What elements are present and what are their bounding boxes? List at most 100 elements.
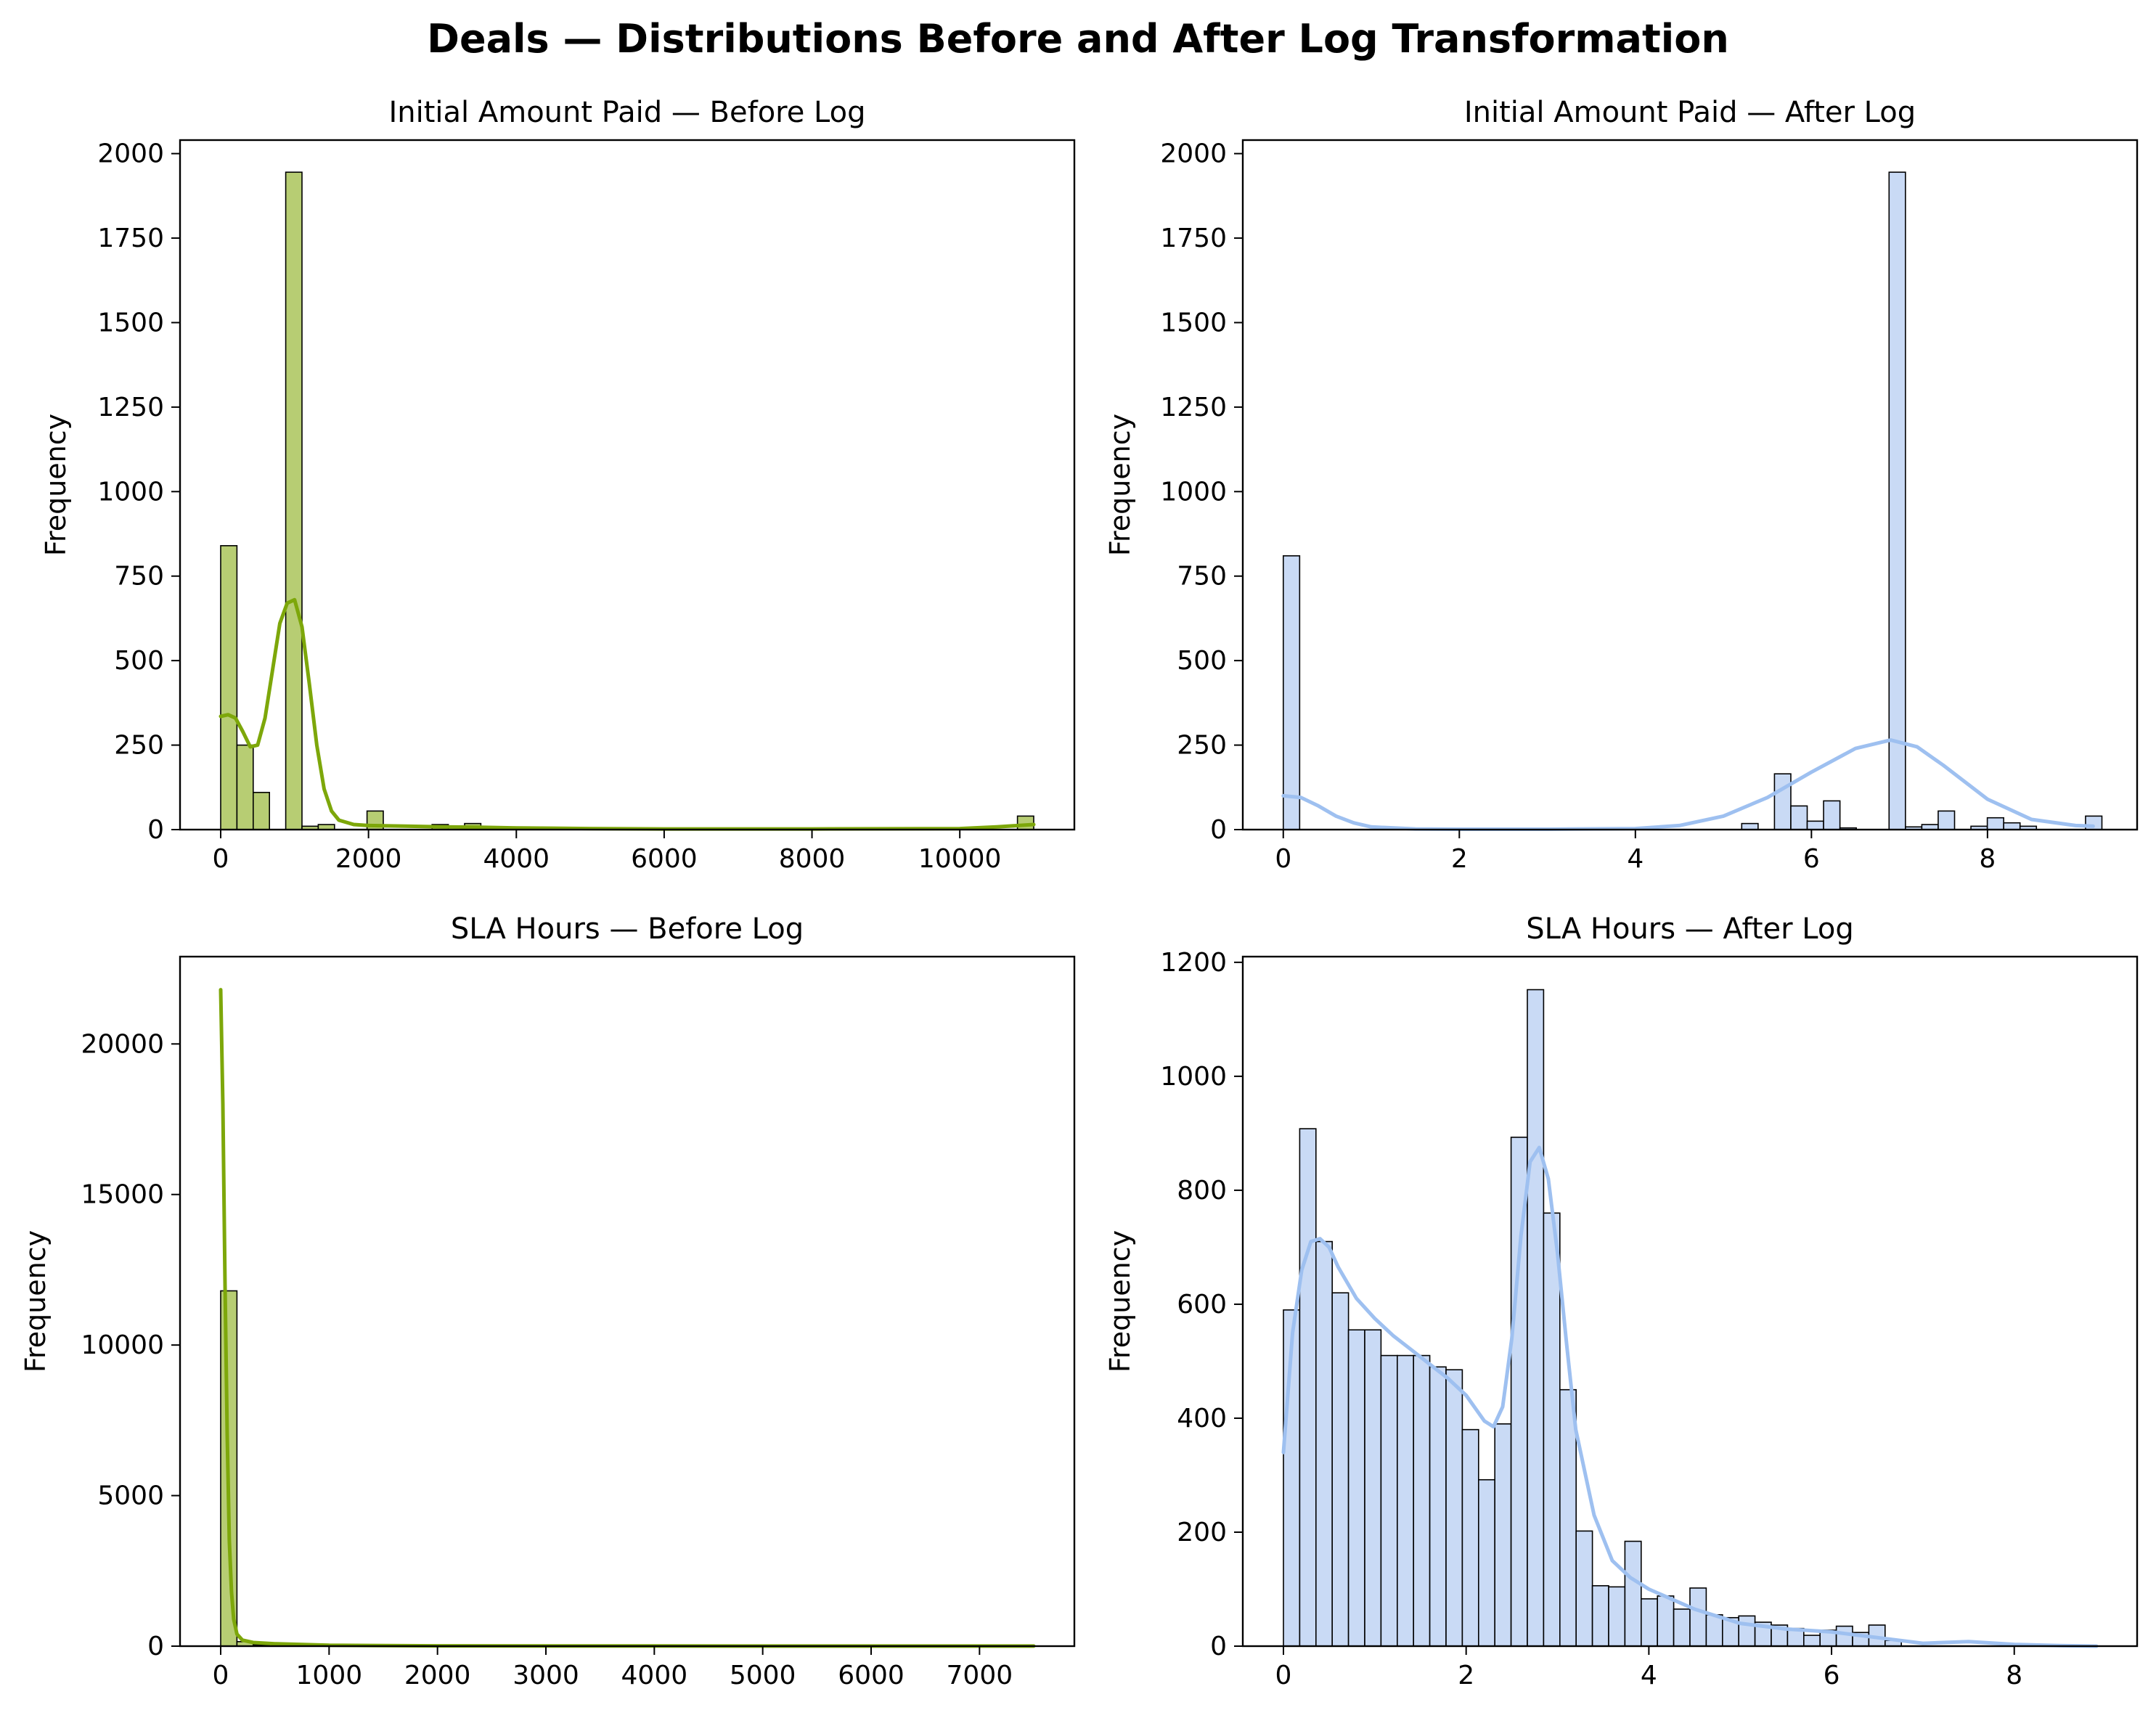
histogram-bar bbox=[1803, 1635, 1821, 1647]
subplot-title: Initial Amount Paid — Before Log bbox=[388, 96, 865, 129]
histogram-bar bbox=[1494, 1423, 1512, 1647]
kde-curve bbox=[1281, 1145, 2099, 1648]
y-tick-label: 1500 bbox=[1160, 308, 1227, 338]
x-tick-label: 4000 bbox=[483, 844, 550, 874]
y-tick-label: 2000 bbox=[1160, 139, 1227, 169]
subplot-2: 0 2 4 6 8 0 250 500 750 1000 1250 1500 1750 2000 Initi… bbox=[1104, 96, 2139, 874]
x-tick-label: 8 bbox=[1979, 844, 1996, 874]
y-tick-label: 1750 bbox=[1160, 224, 1227, 253]
x-tick-label: 2 bbox=[1451, 844, 1468, 874]
y-tick-label: 1250 bbox=[1160, 393, 1227, 422]
histogram-bar bbox=[1445, 1369, 1463, 1647]
histogram-bar bbox=[2003, 822, 2021, 830]
x-tick-label: 0 bbox=[213, 844, 229, 874]
x-tick-label: 7000 bbox=[947, 1661, 1013, 1690]
x-tick-label: 2000 bbox=[404, 1661, 471, 1690]
histogram-bar bbox=[1641, 1598, 1659, 1647]
y-tick-label: 2000 bbox=[97, 139, 164, 169]
y-tick-label: 750 bbox=[114, 562, 164, 592]
y-axis-label: Frequency bbox=[1104, 414, 1136, 556]
histogram-bar bbox=[252, 791, 270, 830]
figure-title: Deals — Distributions Before and After L… bbox=[427, 16, 1729, 62]
y-tick-label: 500 bbox=[1177, 646, 1227, 676]
histogram-bar bbox=[236, 744, 254, 830]
kde-curve bbox=[1281, 738, 2095, 831]
histogram-bar bbox=[1823, 800, 1841, 830]
x-tick-label: 4 bbox=[1627, 844, 1643, 874]
y-tick-label: 5000 bbox=[97, 1481, 164, 1511]
y-tick-label: 1000 bbox=[1160, 1062, 1227, 1092]
y-tick-label: 1750 bbox=[97, 224, 164, 253]
histogram-bar bbox=[1575, 1530, 1593, 1647]
histogram-bar bbox=[1689, 1587, 1707, 1647]
subplot-1: 0 2000 4000 6000 8000 10000 0 250 500 750 1000 1250… bbox=[40, 96, 1076, 874]
histogram-bar bbox=[1624, 1540, 1642, 1647]
histogram-bar bbox=[1429, 1366, 1447, 1647]
y-tick-label: 400 bbox=[1177, 1404, 1227, 1433]
kde-curve bbox=[219, 597, 1036, 831]
histogram-bar bbox=[1347, 1329, 1365, 1647]
y-tick-label: 10000 bbox=[81, 1330, 164, 1360]
x-tick-label: 2 bbox=[1458, 1661, 1474, 1690]
histogram-bar bbox=[1738, 1615, 1756, 1647]
subplot-title: Initial Amount Paid — After Log bbox=[1464, 96, 1916, 129]
x-tick-label: 6000 bbox=[838, 1661, 905, 1690]
subplot-3: 0 1000 2000 3000 4000 5000 6000 7000 0 5000 10000 1… bbox=[20, 912, 1076, 1690]
y-tick-label: 500 bbox=[114, 646, 164, 676]
histogram-bar bbox=[1282, 555, 1301, 830]
y-tick-label: 600 bbox=[1177, 1290, 1227, 1320]
y-tick-label: 1250 bbox=[97, 393, 164, 422]
histogram-bar bbox=[1299, 1128, 1317, 1647]
x-tick-label: 8000 bbox=[779, 844, 846, 874]
x-tick-label: 0 bbox=[213, 1661, 229, 1690]
histogram-bar bbox=[1937, 810, 1956, 830]
y-tick-label: 200 bbox=[1177, 1518, 1227, 1547]
y-axis-label: Frequency bbox=[1104, 1230, 1136, 1373]
x-tick-label: 6000 bbox=[631, 844, 698, 874]
x-tick-label: 4000 bbox=[621, 1661, 688, 1690]
histogram-bar bbox=[1773, 773, 1792, 830]
y-tick-label: 800 bbox=[1177, 1176, 1227, 1206]
y-tick-label: 0 bbox=[1210, 1632, 1227, 1661]
histogram-bar bbox=[1986, 817, 2004, 830]
y-tick-label: 0 bbox=[1210, 815, 1227, 845]
y-tick-label: 250 bbox=[114, 731, 164, 761]
histogram-bar bbox=[220, 545, 238, 830]
axes-frame bbox=[1241, 139, 2139, 831]
histogram-bar bbox=[1331, 1292, 1349, 1647]
y-tick-label: 750 bbox=[1177, 562, 1227, 592]
x-tick-label: 0 bbox=[1275, 1661, 1292, 1690]
y-tick-label: 0 bbox=[147, 1632, 164, 1661]
histogram-bar bbox=[1835, 1625, 1853, 1647]
subplot-4: 0 2 4 6 8 0 200 400 600 800 1000 1200 SLA Hours — Af… bbox=[1104, 912, 2139, 1690]
y-tick-label: 1200 bbox=[1160, 948, 1227, 978]
histogram-bar bbox=[1413, 1354, 1431, 1647]
histogram-bar bbox=[1543, 1212, 1561, 1647]
y-tick-label: 1000 bbox=[1160, 477, 1227, 507]
subplot-title: SLA Hours — After Log bbox=[1526, 912, 1854, 946]
subplot-title: SLA Hours — Before Log bbox=[451, 912, 804, 946]
x-tick-label: 8 bbox=[2006, 1661, 2022, 1690]
x-tick-label: 10000 bbox=[918, 844, 1002, 874]
y-axis-label: Frequency bbox=[40, 414, 72, 556]
subplots-grid: 0 2000 4000 6000 8000 10000025050075010001250… bbox=[20, 96, 2139, 1690]
x-tick-label: 6 bbox=[1824, 1661, 1840, 1690]
y-tick-label: 15000 bbox=[81, 1180, 164, 1210]
histogram-bar bbox=[1364, 1329, 1382, 1647]
axes-frame bbox=[1241, 955, 2139, 1648]
y-axis-label: Frequency bbox=[20, 1230, 52, 1373]
y-tick-label: 1500 bbox=[97, 308, 164, 338]
histogram-bar bbox=[1315, 1240, 1334, 1647]
histogram-bar bbox=[1673, 1608, 1691, 1647]
x-tick-label: 5000 bbox=[730, 1661, 796, 1690]
y-tick-label: 250 bbox=[1177, 731, 1227, 761]
histogram-bar bbox=[285, 171, 303, 830]
histogram-bar bbox=[1478, 1478, 1496, 1647]
histogram-bar bbox=[1380, 1354, 1398, 1647]
histogram-bar bbox=[1888, 171, 1906, 830]
y-tick-label: 1000 bbox=[97, 477, 164, 507]
histogram-bar bbox=[1705, 1614, 1723, 1647]
y-tick-label: 20000 bbox=[81, 1029, 164, 1059]
